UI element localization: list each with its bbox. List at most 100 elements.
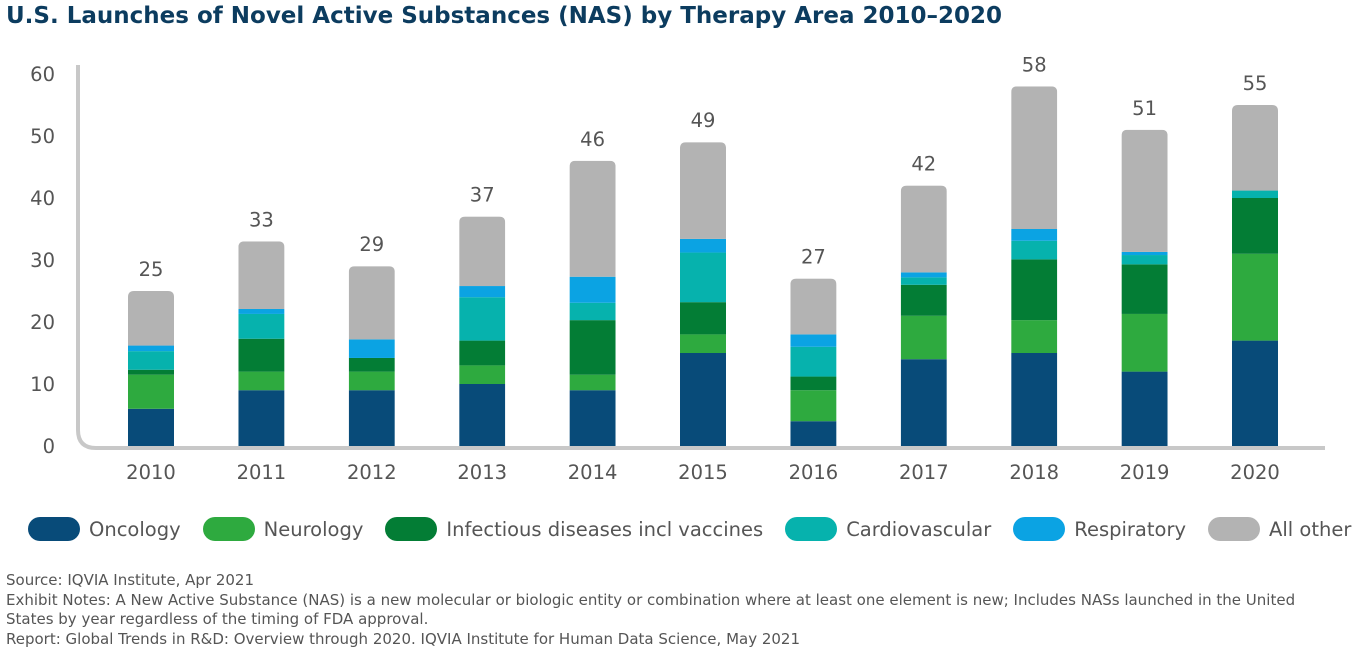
x-tick-label: 2013 xyxy=(457,461,507,484)
legend-label: Oncology xyxy=(89,517,181,541)
bar-group-2013: 37 xyxy=(459,184,506,446)
bar-segment-cardiovascular xyxy=(238,313,285,339)
bar-segment-neurology xyxy=(900,315,947,360)
bar-segment-infectious-diseases-incl-vaccines xyxy=(1232,198,1278,254)
legend-item: Neurology xyxy=(202,517,364,541)
x-tick-label: 2015 xyxy=(678,461,728,484)
bar-group-2010: 25 xyxy=(128,258,174,446)
bar-segment-cardiovascular xyxy=(1011,240,1058,260)
legend-item: Infectious diseases incl vaccines xyxy=(385,517,763,541)
y-tick-label: 30 xyxy=(30,249,55,272)
report-note: Report: Global Trends in R&D: Overview t… xyxy=(6,629,801,648)
bar-segment-infectious-diseases-incl-vaccines xyxy=(238,338,285,372)
exhibit-notes: Exhibit Notes: A New Active Substance (N… xyxy=(6,590,1296,629)
axis-frame xyxy=(76,65,1325,450)
bar-segment-infectious-diseases-incl-vaccines xyxy=(348,357,395,372)
legend-item: Cardiovascular xyxy=(785,517,991,541)
bar-segment-oncology xyxy=(459,384,506,446)
bar-segment-neurology xyxy=(1121,313,1168,372)
bar-segment-cardiovascular xyxy=(459,297,506,341)
bar-segment-neurology xyxy=(238,371,285,391)
bar-total-label: 42 xyxy=(911,153,936,176)
legend: Oncology Neurology Infectious diseases inc… xyxy=(28,512,1352,546)
bar-segment-all-others xyxy=(348,266,395,340)
bar-group-2015: 49 xyxy=(680,109,726,446)
x-axis-ticks: 2010 2011 2012 2013 2014 2015 2016 2017 2018 2019… xyxy=(126,461,1280,484)
y-axis-ticks: 0 10 20 30 40 50 60 xyxy=(30,63,55,458)
bar-group-2014: 46 xyxy=(569,128,616,446)
bar-group-2020: 55 xyxy=(1232,72,1278,446)
x-tick-label: 2018 xyxy=(1009,461,1059,484)
legend-label: Neurology xyxy=(263,517,364,541)
bar-total-label: 29 xyxy=(359,233,384,256)
bar-total-label: 49 xyxy=(691,109,716,132)
bar-group-2019: 51 xyxy=(1121,97,1168,446)
bar-segment-oncology xyxy=(569,390,616,446)
x-tick-label: 2010 xyxy=(126,461,176,484)
y-tick-label: 10 xyxy=(30,373,55,396)
bar-segment-neurology xyxy=(1232,253,1278,341)
bar-segment-infectious-diseases-incl-vaccines xyxy=(790,376,837,391)
bar-segment-infectious-diseases-incl-vaccines xyxy=(128,369,174,375)
bar-segment-all-others xyxy=(1011,86,1058,230)
x-tick-label: 2011 xyxy=(237,461,287,484)
bar-segment-oncology xyxy=(790,421,837,446)
y-tick-label: 50 xyxy=(30,125,55,148)
bar-segment-infectious-diseases-incl-vaccines xyxy=(900,284,947,316)
legend-label: Infectious diseases incl vaccines xyxy=(446,517,764,541)
bar-segment-infectious-diseases-incl-vaccines xyxy=(680,302,726,335)
legend-item: Oncology xyxy=(28,517,181,541)
bar-segment-neurology xyxy=(790,390,837,422)
bar-total-label: 27 xyxy=(801,246,826,269)
bar-segment-infectious-diseases-incl-vaccines xyxy=(1011,259,1058,321)
legend-item: Respiratory xyxy=(1013,517,1186,541)
bar-segment-infectious-diseases-incl-vaccines xyxy=(1121,264,1168,314)
bar-segment-respiratory xyxy=(348,339,395,358)
bar-segment-all-others xyxy=(238,241,285,309)
bar-segment-respiratory xyxy=(1011,229,1058,241)
bar-segment-all-others xyxy=(128,291,174,346)
bar-segment-all-others xyxy=(459,216,506,287)
bar-segment-all-others xyxy=(569,160,616,277)
bar-segment-cardiovascular xyxy=(1121,255,1168,265)
bar-segment-respiratory xyxy=(680,238,726,253)
x-tick-label: 2014 xyxy=(568,461,618,484)
bar-segment-oncology xyxy=(238,390,285,446)
bar-segment-neurology xyxy=(459,365,506,384)
bar-segment-oncology xyxy=(900,359,947,446)
bar-segment-respiratory xyxy=(569,276,616,303)
bar-group-2016: 27 xyxy=(790,246,837,446)
bar-total-label: 55 xyxy=(1243,72,1268,95)
bar-group-2017: 42 xyxy=(900,153,947,446)
x-tick-label: 2012 xyxy=(347,461,397,484)
bar-segment-respiratory xyxy=(790,334,837,347)
bar-segment-oncology xyxy=(1232,340,1278,446)
bar-segment-neurology xyxy=(348,371,395,391)
x-tick-label: 2020 xyxy=(1230,461,1280,484)
bar-segment-neurology xyxy=(128,374,174,409)
legend-label: All others xyxy=(1269,517,1352,541)
bar-total-label: 25 xyxy=(139,258,164,281)
legend-swatch xyxy=(1208,517,1261,541)
bar-segment-respiratory xyxy=(900,272,947,278)
y-tick-label: 60 xyxy=(30,63,55,86)
bar-total-label: 58 xyxy=(1022,53,1047,76)
legend-swatch xyxy=(385,517,438,541)
legend-swatch xyxy=(785,517,838,541)
bar-segment-neurology xyxy=(680,334,726,353)
x-tick-label: 2017 xyxy=(899,461,949,484)
legend-swatch xyxy=(202,517,255,541)
bar-group-2018: 58 xyxy=(1011,53,1058,446)
bar-segment-oncology xyxy=(680,353,726,446)
bar-segment-all-others xyxy=(900,185,947,273)
chart-title: U.S. Launches of Novel Active Substances… xyxy=(6,3,1003,29)
bar-segment-oncology xyxy=(1011,353,1058,446)
stacked-bar-chart: 0 10 20 30 40 50 60 25 33 29 37 46 49 27 42 58 51 55 201… xyxy=(30,53,1325,484)
legend-swatch xyxy=(1013,517,1066,541)
bar-segment-oncology xyxy=(128,408,174,446)
bar-segment-infectious-diseases-incl-vaccines xyxy=(459,340,506,366)
bar-total-label: 33 xyxy=(249,208,274,231)
bar-segment-cardiovascular xyxy=(128,351,174,370)
y-tick-label: 20 xyxy=(30,311,55,334)
legend-label: Respiratory xyxy=(1074,517,1187,541)
